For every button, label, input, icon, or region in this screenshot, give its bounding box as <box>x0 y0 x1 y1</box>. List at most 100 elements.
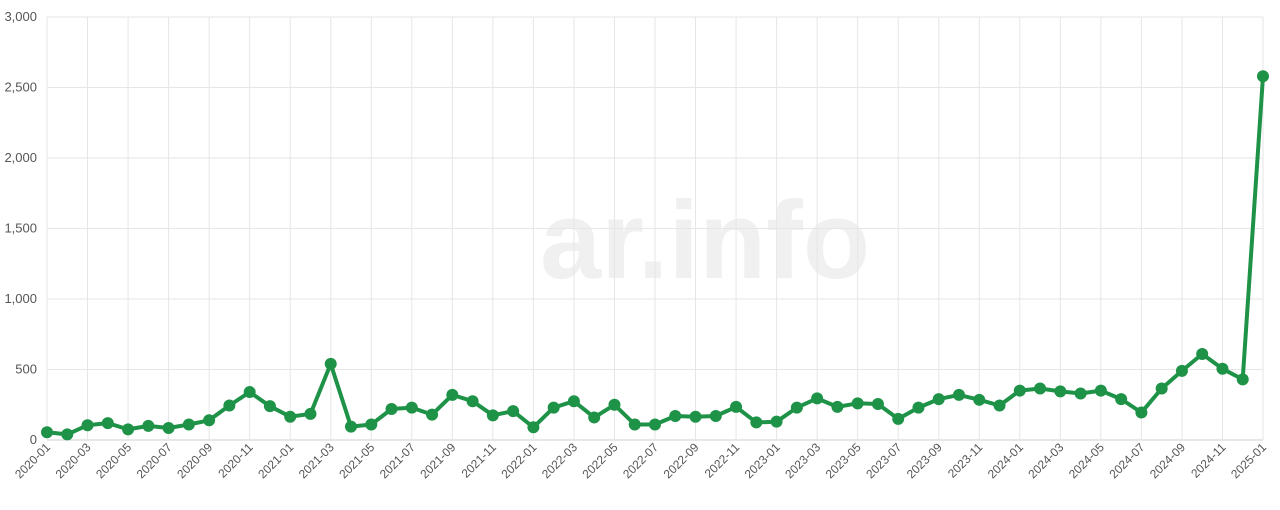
y-tick-label: 500 <box>15 362 37 377</box>
data-point-2021-08[interactable] <box>426 408 439 421</box>
y-tick-label: 3,000 <box>4 9 37 24</box>
x-tick-label: 2022-11 <box>702 440 743 481</box>
x-tick-label: 2023-09 <box>904 440 945 481</box>
data-point-2024-12[interactable] <box>1236 373 1249 386</box>
x-tick-label: 2024-01 <box>985 440 1026 481</box>
data-point-2021-05[interactable] <box>365 418 378 431</box>
x-tick-label: 2024-09 <box>1147 440 1188 481</box>
data-point-2023-09[interactable] <box>932 393 945 406</box>
data-point-2021-10[interactable] <box>466 395 479 408</box>
data-point-2020-07[interactable] <box>162 422 175 435</box>
data-point-2024-10[interactable] <box>1196 347 1209 360</box>
x-tick-label: 2023-05 <box>823 440 864 481</box>
x-tick-label: 2022-07 <box>620 440 661 481</box>
data-point-2020-12[interactable] <box>263 400 276 413</box>
x-tick-label: 2023-01 <box>742 440 783 481</box>
x-tick-label: 2022-03 <box>539 440 580 481</box>
x-tick-label: 2020-11 <box>215 440 256 481</box>
data-point-2023-03[interactable] <box>811 392 824 405</box>
data-point-2023-01[interactable] <box>770 415 783 428</box>
data-point-2023-07[interactable] <box>892 412 905 425</box>
data-point-2024-09[interactable] <box>1175 364 1188 377</box>
y-tick-label: 0 <box>30 432 37 447</box>
x-tick-label: 2022-01 <box>498 440 539 481</box>
x-tick-label: 2021-03 <box>296 440 337 481</box>
data-point-2020-09[interactable] <box>203 414 216 427</box>
x-tick-label: 2025-01 <box>1228 440 1269 481</box>
data-point-2024-05[interactable] <box>1094 384 1107 397</box>
x-tick-label: 2020-05 <box>93 440 134 481</box>
y-tick-label: 2,000 <box>4 150 37 165</box>
data-point-2021-07[interactable] <box>405 401 418 414</box>
data-point-2020-11[interactable] <box>243 386 256 399</box>
x-tick-label: 2022-09 <box>661 440 702 481</box>
data-point-2022-07[interactable] <box>649 418 661 431</box>
data-point-2022-01[interactable] <box>527 421 540 434</box>
data-point-2022-02[interactable] <box>547 401 560 414</box>
y-tick-label: 2,500 <box>4 80 37 95</box>
data-point-2023-12[interactable] <box>993 399 1006 412</box>
x-tick-label: 2023-11 <box>945 440 986 481</box>
x-tick-label: 2023-07 <box>863 440 904 481</box>
data-point-2022-10[interactable] <box>709 410 722 423</box>
y-axis-ticks: 0 500 1,000 1,500 2,000 2,500 3,000 <box>4 9 37 447</box>
data-point-2021-02[interactable] <box>304 407 317 420</box>
data-point-2023-11[interactable] <box>973 393 986 406</box>
data-point-2024-04[interactable] <box>1074 387 1087 400</box>
y-tick-label: 1,500 <box>4 221 37 236</box>
x-tick-label: 2024-05 <box>1066 440 1107 481</box>
y-tick-label: 1,000 <box>4 291 37 306</box>
data-point-2022-12[interactable] <box>750 416 763 429</box>
data-point-2020-05[interactable] <box>122 423 135 436</box>
series-group <box>41 70 1269 441</box>
data-point-2021-04[interactable] <box>345 420 357 433</box>
data-point-2021-01[interactable] <box>284 410 297 423</box>
data-point-2020-06[interactable] <box>142 419 155 432</box>
data-point-2024-07[interactable] <box>1135 406 1148 419</box>
data-point-2022-03[interactable] <box>567 395 580 408</box>
data-point-2020-03[interactable] <box>81 419 94 432</box>
data-point-2022-04[interactable] <box>588 411 601 424</box>
data-point-2020-10[interactable] <box>223 399 236 412</box>
data-point-2023-04[interactable] <box>831 400 844 413</box>
x-tick-label: 2020-09 <box>174 440 215 481</box>
x-tick-label: 2020-03 <box>53 440 94 481</box>
x-axis-ticks: 2020-01 2020-03 2020-05 2020-07 2020-09 2020-… <box>12 440 1269 481</box>
x-tick-label: 2021-01 <box>255 440 296 481</box>
data-point-2020-02[interactable] <box>61 428 74 441</box>
data-point-2023-10[interactable] <box>953 388 965 401</box>
x-tick-label: 2023-03 <box>782 440 823 481</box>
data-point-2024-11[interactable] <box>1216 362 1229 375</box>
x-tick-label: 2021-11 <box>459 440 500 481</box>
data-point-2022-05[interactable] <box>608 398 621 411</box>
data-point-2023-02[interactable] <box>790 401 803 414</box>
x-gridlines <box>46 17 1264 440</box>
data-point-2024-02[interactable] <box>1034 382 1047 395</box>
data-point-2020-08[interactable] <box>182 418 195 431</box>
x-tick-label: 2021-09 <box>417 440 458 481</box>
data-point-2021-12[interactable] <box>507 405 520 418</box>
data-point-2023-08[interactable] <box>912 401 925 414</box>
watermark-logo: ar.info <box>540 179 870 302</box>
data-point-2020-01[interactable] <box>41 426 53 439</box>
data-point-2021-09[interactable] <box>446 388 459 401</box>
data-point-2024-03[interactable] <box>1054 385 1067 398</box>
data-point-2021-11[interactable] <box>486 409 499 422</box>
x-tick-label: 2024-11 <box>1188 440 1229 481</box>
data-point-2022-09[interactable] <box>689 410 702 423</box>
data-point-2024-06[interactable] <box>1115 393 1128 406</box>
data-point-2023-05[interactable] <box>851 397 864 410</box>
data-point-2021-06[interactable] <box>385 402 398 415</box>
data-point-2025-01[interactable] <box>1257 70 1269 83</box>
data-point-2021-03[interactable] <box>324 357 337 370</box>
data-point-2022-08[interactable] <box>669 410 682 423</box>
data-point-2024-01[interactable] <box>1013 384 1026 397</box>
data-point-2023-06[interactable] <box>871 398 884 411</box>
x-tick-label: 2021-05 <box>336 440 377 481</box>
data-point-2022-06[interactable] <box>628 418 641 431</box>
data-point-2020-04[interactable] <box>101 417 114 430</box>
data-point-2022-11[interactable] <box>730 400 743 413</box>
data-point-2024-08[interactable] <box>1155 382 1168 395</box>
